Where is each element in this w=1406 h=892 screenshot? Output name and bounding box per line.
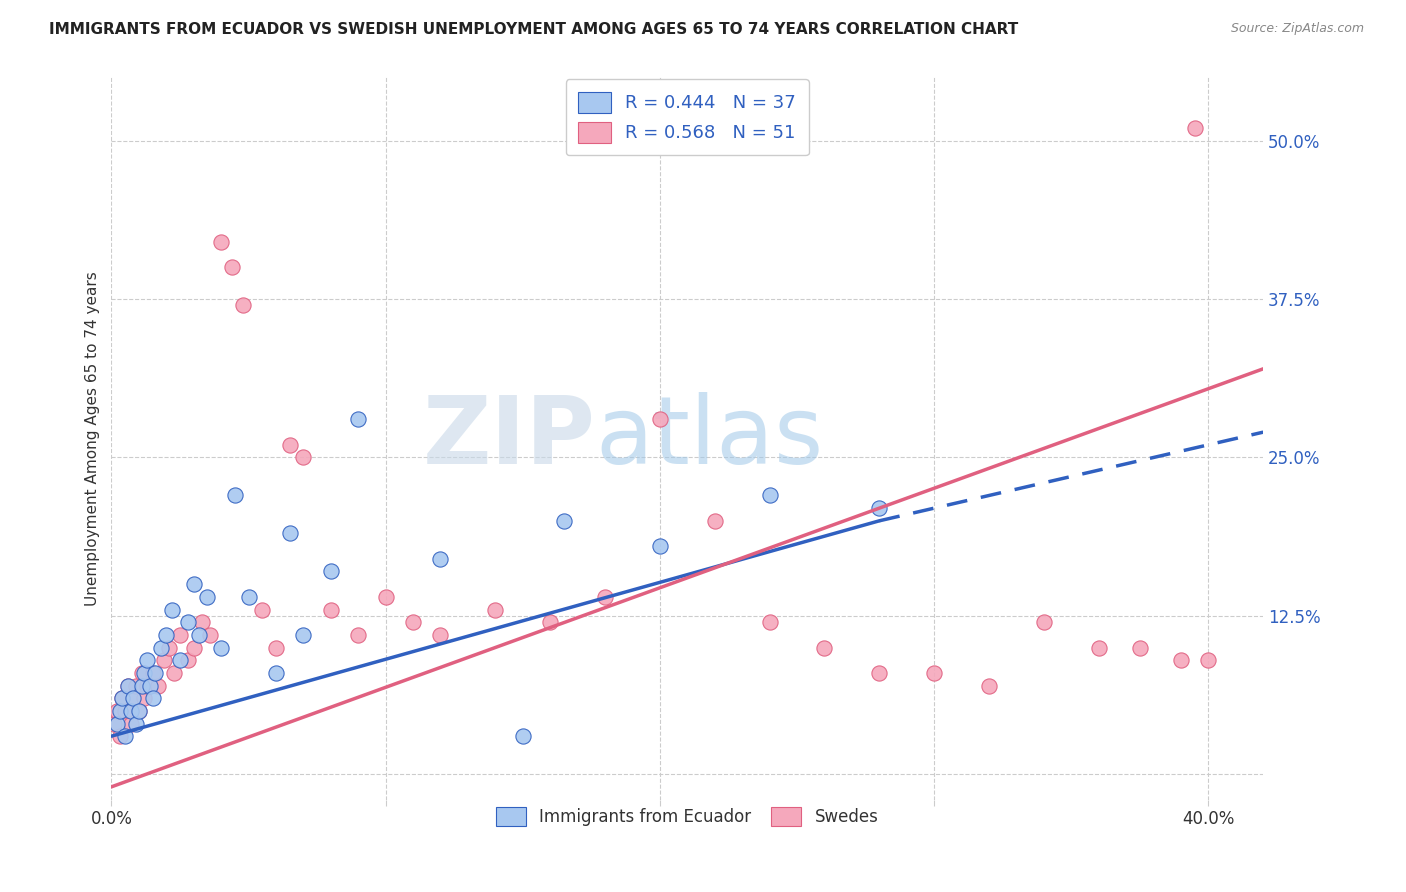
Point [402, 615, 425, 629]
Point [1087, 640, 1109, 655]
Point [125, 716, 148, 731]
Point [114, 704, 136, 718]
Point [131, 679, 153, 693]
Point [512, 729, 534, 743]
Text: IMMIGRANTS FROM ECUADOR VS SWEDISH UNEMPLOYMENT AMONG AGES 65 TO 74 YEARS CORREL: IMMIGRANTS FROM ECUADOR VS SWEDISH UNEMP… [49, 22, 1018, 37]
Point [278, 438, 301, 452]
Point [224, 488, 246, 502]
Point [1032, 615, 1054, 629]
Point [292, 450, 315, 465]
Point [209, 235, 232, 249]
Point [198, 628, 221, 642]
Point [163, 665, 186, 680]
Point [111, 691, 134, 706]
Text: Source: ZipAtlas.com: Source: ZipAtlas.com [1230, 22, 1364, 36]
Point [117, 679, 139, 693]
Point [292, 628, 315, 642]
Point [111, 691, 134, 706]
Point [1197, 653, 1219, 667]
Point [319, 602, 342, 616]
Point [191, 615, 214, 629]
Point [429, 628, 451, 642]
Point [128, 704, 150, 718]
Point [197, 590, 219, 604]
Point [238, 590, 260, 604]
Point [977, 679, 1000, 693]
Point [183, 577, 205, 591]
Point [1129, 640, 1152, 655]
Point [553, 514, 575, 528]
Point [758, 615, 780, 629]
Point [125, 679, 148, 693]
Point [183, 640, 205, 655]
Point [141, 691, 163, 706]
Point [114, 729, 136, 743]
Point [868, 665, 890, 680]
Point [177, 653, 200, 667]
Point [648, 412, 671, 426]
Point [278, 526, 301, 541]
Point [134, 665, 156, 680]
Point [264, 665, 287, 680]
Point [108, 704, 131, 718]
Point [136, 679, 159, 693]
Point [122, 691, 145, 706]
Point [141, 665, 163, 680]
Point [209, 640, 232, 655]
Point [105, 704, 128, 718]
Point [922, 665, 945, 680]
Point [169, 653, 191, 667]
Point [648, 539, 671, 553]
Point [868, 501, 890, 516]
Point [758, 488, 780, 502]
Point [134, 691, 156, 706]
Point [264, 640, 287, 655]
Point [131, 665, 153, 680]
Point [593, 590, 616, 604]
Point [188, 628, 211, 642]
Point [374, 590, 396, 604]
Point [152, 653, 174, 667]
Point [146, 679, 169, 693]
Point [105, 716, 128, 731]
Y-axis label: Unemployment Among Ages 65 to 74 years: Unemployment Among Ages 65 to 74 years [86, 271, 100, 606]
Point [703, 514, 725, 528]
Point [103, 716, 125, 731]
Point [136, 653, 159, 667]
Text: atlas: atlas [595, 392, 824, 484]
Point [347, 412, 370, 426]
Point [155, 628, 177, 642]
Point [319, 565, 342, 579]
Point [347, 628, 370, 642]
Point [139, 679, 162, 693]
Point [484, 602, 506, 616]
Text: ZIP: ZIP [422, 392, 595, 484]
Point [813, 640, 835, 655]
Point [120, 704, 142, 718]
Point [149, 640, 172, 655]
Point [122, 691, 145, 706]
Point [538, 615, 561, 629]
Point [160, 602, 183, 616]
Point [177, 615, 200, 629]
Point [1170, 653, 1192, 667]
Point [169, 628, 191, 642]
Legend: Immigrants from Ecuador, Swedes: Immigrants from Ecuador, Swedes [488, 798, 887, 835]
Point [232, 298, 254, 312]
Point [1184, 121, 1206, 136]
Point [252, 602, 274, 616]
Point [221, 260, 243, 275]
Point [157, 640, 180, 655]
Point [120, 716, 142, 731]
Point [128, 704, 150, 718]
Point [108, 729, 131, 743]
Point [117, 679, 139, 693]
Point [143, 665, 166, 680]
Point [429, 551, 451, 566]
